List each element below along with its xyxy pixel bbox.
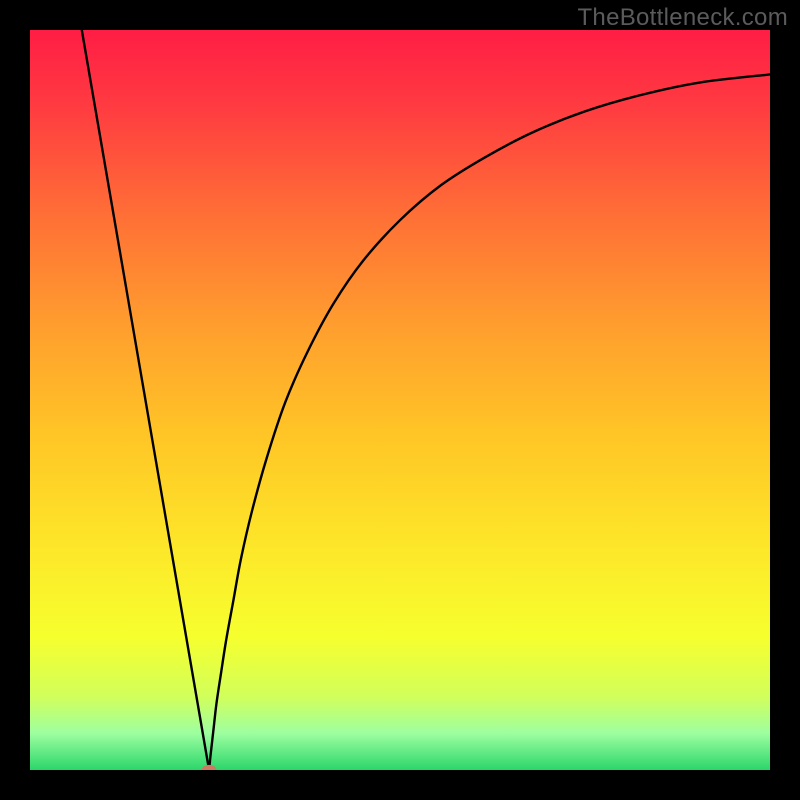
plot-svg <box>30 30 770 770</box>
chart-outer: TheBottleneck.com <box>0 0 800 800</box>
plot-background <box>30 30 770 770</box>
plot-area <box>30 30 770 770</box>
watermark-label: TheBottleneck.com <box>577 4 788 32</box>
